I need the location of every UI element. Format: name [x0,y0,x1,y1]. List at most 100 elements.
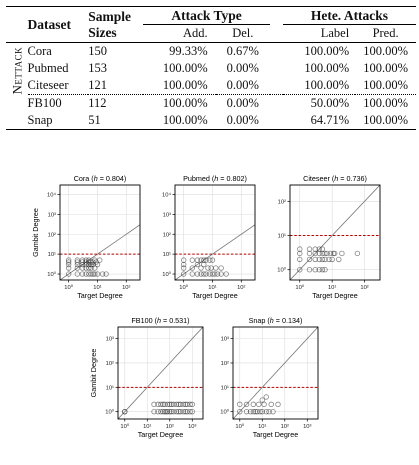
scatter-point [223,271,229,277]
scatter-point [151,401,157,408]
scatter-point [97,257,103,263]
header-sample-sizes-line2: Sizes [88,24,117,40]
scatter-panel: 10⁰ 10¹ 10² 10⁰ 10¹ 10² Citeseer (h = 0.736) Ta… [277,174,381,300]
scatter-point [237,401,243,408]
cell-del: 0.00% [226,61,259,75]
scatter-point [354,250,361,257]
x-tick-label: 10⁰ [295,284,304,291]
scatter-point [83,271,89,277]
scatter-point [329,256,335,263]
scatter-point [263,394,269,400]
y-tick-label: 10⁴ [47,191,56,198]
scatter-point [266,408,272,415]
x-tick-label: 10² [166,424,174,430]
y-tick-label: 10³ [48,212,56,218]
y-tick-label: 10¹ [48,252,56,258]
y-tick-label: 10⁰ [47,271,56,278]
scatter-panel: 10⁰ 10¹ 10² 10⁰ 10¹ 10² 10³ 10⁴ Pubmed (h = 0.80… [162,174,256,300]
scatter-panel: 10⁰ 10¹ 10² 10³ 10⁰ 10¹ 10² 10³ Snap (h = 0.134)… [220,316,319,439]
scatter-panel: 10⁰ 10¹ 10² 10⁰ 10¹ 10² 10³ 10⁴ Cora (h = 0.804)… [31,174,141,300]
scatter-point [203,257,209,263]
table-row: Snap 51 100.00% 0.00% 64.71% 100.00% [6,112,416,130]
cell-pred: 100.00% [355,42,416,60]
scatter-point [250,401,257,408]
header-label: Label [320,26,350,40]
scatter-point [319,267,326,273]
scatter-point [91,271,98,277]
plot-frame [289,184,381,281]
scatter-point [122,408,128,415]
scatter-point [173,408,180,415]
scatter-point [205,265,211,271]
scatter-point [194,271,201,277]
cell-label: 64.71% [282,112,356,130]
y-tick-label: 10¹ [163,252,171,258]
scatter-figure: 10⁰ 10¹ 10² 10⁰ 10¹ 10² 10³ 10⁴ Cora (h = 0.804)… [0,165,419,460]
scatter-point [65,271,72,277]
scatter-point [83,265,89,271]
scatter-point [256,401,262,408]
cell-del: 0.67% [215,42,270,60]
cell-size: 153 [88,61,107,75]
scatter-point [275,401,281,408]
scatter-point [79,265,86,271]
scatter-point [103,271,109,277]
plot-frame [59,184,141,281]
diagonal-line [233,327,318,419]
table-row: FB100 112 100.00% 0.00% 50.00% 100.00% [6,94,416,112]
scatter-point [201,271,207,277]
y-tick-label: 10⁰ [277,267,286,274]
y-tick-label: 10³ [106,337,114,343]
x-tick-label: 10² [237,285,245,291]
scatter-point [263,408,269,415]
cell-dataset: Citeseer [27,78,69,92]
scatter-point [201,261,207,268]
y-tick-label: 10¹ [221,385,229,391]
x-tick-label: 10¹ [93,285,101,291]
x-tick-label: 10³ [188,424,196,430]
scatter-point [94,261,101,268]
cell-del: 0.00% [226,78,259,92]
results-table-region: Dataset Sample Sizes Attack Type Hete. A… [6,6,416,156]
scatter-point [180,257,187,263]
header-sample-sizes-line1: Sample [88,8,131,24]
header-dataset: Dataset [27,6,89,43]
scatter-point [74,259,81,265]
x-tick-label: 10⁰ [235,423,244,430]
scatter-point [243,408,250,415]
y-tick-label: 10⁰ [105,409,114,416]
header-sample-sizes: Sample Sizes [88,6,144,43]
x-axis-label: Target Degree [77,291,123,300]
y-axis-label: Gambit Degree [31,208,40,257]
scatter-point [312,246,318,252]
cell-add: 100.00% [143,112,216,130]
scatter-point [74,257,81,263]
scatter-point [99,271,106,277]
table-row: Nettack Cora 150 99.33% 0.67% 100.00% 10… [6,42,416,130]
scatter-point [319,246,326,252]
scatter-point [167,408,173,415]
scatter-point [158,401,164,408]
scatter-point [79,271,86,277]
cell-dataset: Snap [27,112,89,130]
scatter-point [212,271,218,277]
scatter-point [209,257,216,263]
scatter-point [332,250,338,257]
table-row: Pubmed 153 100.00% 0.00% 100.00% 100.00% [6,60,416,77]
scatter-point [214,271,221,277]
x-axis-label: Target Degree [138,430,184,439]
scatter-point [189,265,196,271]
scatter-point [218,271,224,277]
header-pred: Pred. [372,26,399,40]
scatter-point [327,250,334,257]
cell-size: 112 [88,94,144,112]
scatter-point [218,265,224,271]
scatter-point [151,408,157,415]
plot-frame [174,184,256,281]
plot-frame [232,326,319,420]
diagonal-line [175,224,255,280]
y-tick-label: 10² [163,232,171,238]
scatter-point [259,408,265,415]
scatter-point [322,256,328,263]
scatter-point [206,271,213,277]
